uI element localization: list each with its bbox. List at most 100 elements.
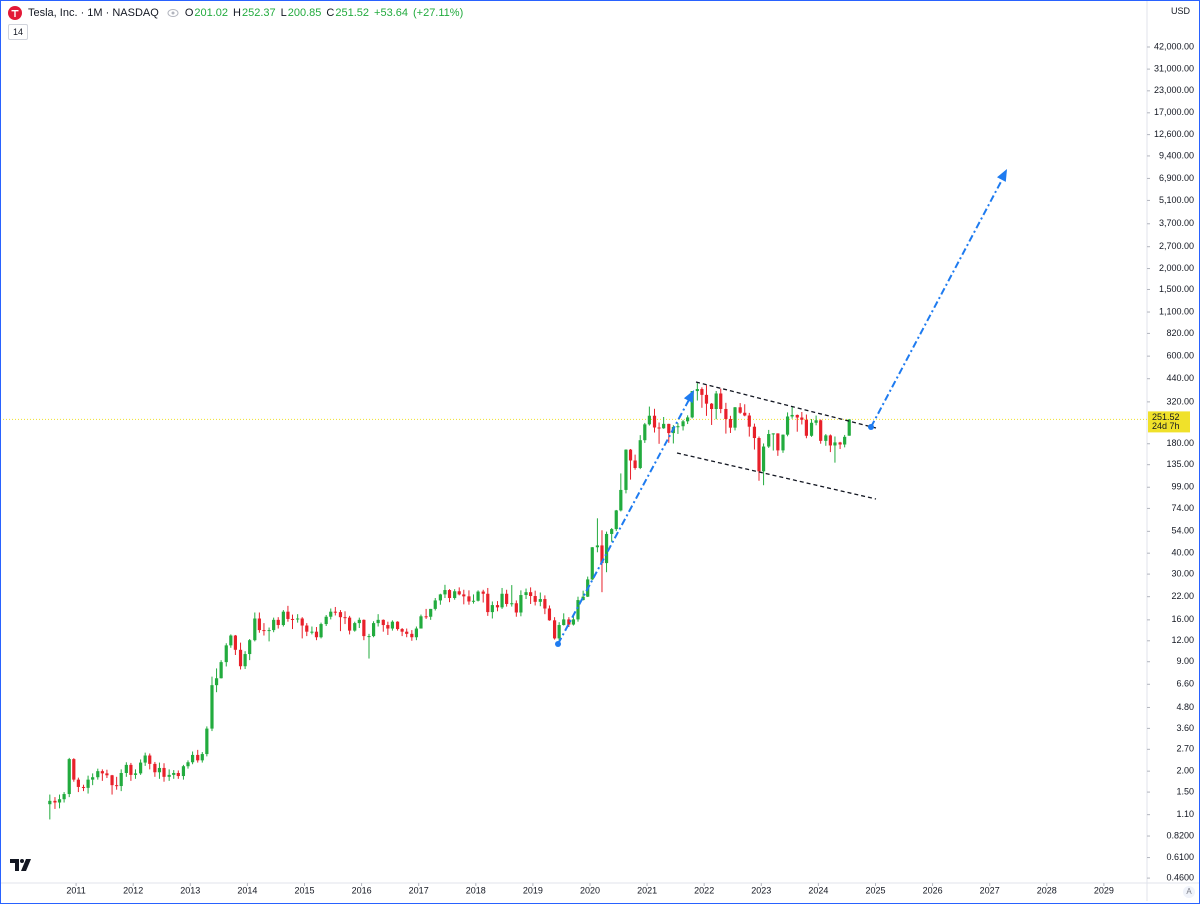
candle-body: [457, 591, 461, 595]
candle-body: [72, 759, 76, 780]
candle-body: [833, 442, 837, 446]
y-tick-label: 74.00: [1171, 503, 1194, 513]
candle-body: [76, 779, 80, 787]
candle-body: [443, 590, 447, 595]
candle-body: [219, 662, 223, 679]
last-price-label: 251.52: [1152, 412, 1180, 422]
last-price-tag: [1148, 411, 1190, 433]
currency-label: USD: [1170, 6, 1190, 16]
x-tick-label: 2028: [1037, 885, 1057, 895]
y-tick-label: 54.00: [1171, 526, 1194, 536]
badge-text: 14: [13, 27, 24, 37]
candle-body: [86, 779, 90, 788]
arrow-head: [683, 390, 694, 403]
currency-button[interactable]: USD: [1171, 6, 1190, 16]
candle-body: [157, 767, 162, 773]
high-label: H: [233, 7, 241, 19]
candle-body: [505, 593, 509, 604]
candle-body: [143, 755, 147, 763]
candle-body: [486, 593, 490, 613]
candle-body: [562, 619, 566, 626]
candle-body: [133, 773, 138, 775]
y-tick-label: 17,000.00: [1154, 107, 1194, 117]
symbol-title[interactable]: Tesla, Inc. · 1M · NASDAQ: [28, 7, 159, 19]
candle-body: [809, 422, 814, 436]
candle-body: [719, 393, 723, 409]
candle-body: [115, 785, 119, 787]
trend-line-upper: [695, 381, 877, 429]
candle-body: [429, 608, 433, 617]
candle-body: [214, 678, 219, 686]
candle-body: [233, 635, 237, 650]
candle-body: [167, 774, 171, 777]
scale-mode-button[interactable]: A: [1183, 886, 1195, 898]
candle-body: [676, 426, 680, 428]
candle-body: [652, 415, 657, 428]
y-tick-label: 12.00: [1171, 635, 1194, 645]
candle-body: [290, 618, 295, 620]
candle-body: [690, 391, 694, 418]
candle-body: [733, 407, 737, 428]
y-tick-label: 135.00: [1166, 459, 1194, 469]
candle-body: [53, 800, 57, 803]
candle-body: [329, 611, 333, 617]
candle-body: [771, 433, 775, 435]
candle-body: [338, 612, 343, 618]
y-tick-label: 600.00: [1166, 351, 1194, 361]
candle-body: [238, 649, 243, 667]
y-tick-label: 4.80: [1176, 702, 1194, 712]
tradingview-logo: [10, 859, 31, 871]
candle-body: [624, 449, 628, 490]
y-tick-label: 2,700.00: [1159, 241, 1194, 251]
candle-body: [371, 623, 376, 637]
candle-body: [162, 767, 166, 777]
candle-body: [424, 616, 428, 618]
candle-body: [785, 416, 790, 435]
candle-body: [643, 424, 647, 441]
candle-body: [129, 764, 133, 775]
candle-body: [490, 605, 494, 613]
arrow-start: [555, 641, 561, 647]
candle-body: [700, 389, 704, 395]
candle-body: [48, 800, 52, 805]
candle-body: [181, 766, 186, 777]
candle-body: [681, 421, 685, 427]
candle-body: [139, 762, 143, 774]
y-tick-label: 9.00: [1176, 656, 1194, 666]
candle-body: [667, 423, 671, 434]
candle-body: [567, 619, 571, 625]
candle-body: [638, 440, 642, 468]
candle-body: [357, 619, 361, 624]
candle-body: [390, 621, 395, 629]
candle-body: [752, 426, 757, 439]
legend: Tesla, Inc. · 1M · NASDAQ O 201.02 H 252.3…: [8, 6, 468, 20]
candle-body: [795, 414, 799, 418]
candle-body: [453, 591, 457, 599]
indicator-badge[interactable]: 14: [8, 24, 29, 40]
open-label: O: [184, 7, 194, 19]
y-tick-label: 22.00: [1171, 591, 1194, 601]
candle-body: [628, 449, 633, 461]
candle-body: [124, 764, 128, 773]
y-tick-label: 6.60: [1176, 679, 1194, 689]
candle-body: [704, 394, 709, 404]
y-tick-label: 30.00: [1171, 568, 1194, 578]
change-value: +53.64: [374, 7, 408, 19]
candle-body: [343, 617, 347, 619]
visibility-icon[interactable]: [167, 8, 179, 18]
candle-body: [657, 427, 661, 429]
candle-body: [828, 435, 832, 446]
candle-body: [724, 408, 728, 420]
candle-body: [543, 599, 547, 609]
y-tick-label: 9,400.00: [1159, 150, 1194, 160]
y-tick-label: 23,000.00: [1154, 85, 1194, 95]
candle-body: [153, 763, 157, 773]
candle-body: [196, 754, 200, 761]
y-tick-label: 16.00: [1171, 614, 1194, 624]
drawings: [555, 169, 1007, 647]
candle-body: [557, 625, 561, 639]
candle-body: [695, 389, 699, 392]
arrow-head: [997, 169, 1007, 182]
countdown-label: 24d 7h: [1152, 421, 1180, 431]
